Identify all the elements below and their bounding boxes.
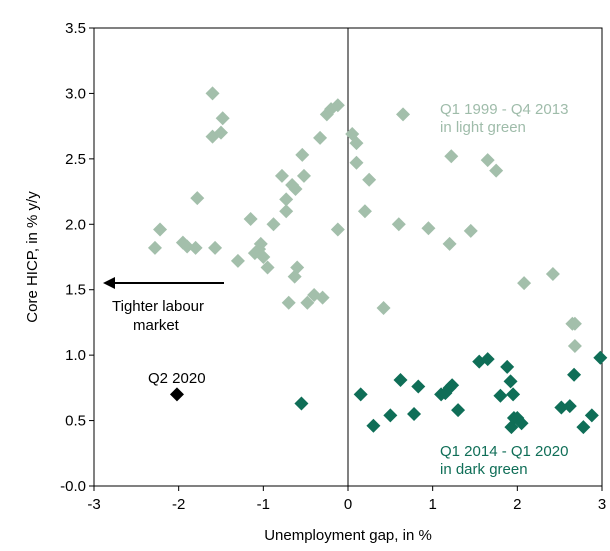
- light-green-point: [260, 260, 275, 275]
- dark-green-point: [554, 400, 569, 415]
- light-green-point: [313, 130, 328, 145]
- light-green-point: [274, 168, 289, 183]
- light-green-point: [463, 223, 478, 238]
- light-green-point: [376, 301, 391, 316]
- y-tick-label: 1.0: [65, 347, 86, 364]
- light-green-point: [330, 98, 345, 113]
- light-green-point: [300, 295, 315, 310]
- light-series-label-line2: in light green: [440, 119, 526, 136]
- light-green-point: [256, 250, 271, 264]
- x-tick-label: -2: [172, 496, 185, 513]
- x-tick-label: 3: [598, 496, 606, 513]
- arrow-head: [103, 277, 115, 289]
- light-green-point: [295, 147, 310, 162]
- dark-green-point: [353, 387, 368, 402]
- x-axis-ticks: -3 -2 -1 0 1 2 3: [87, 486, 606, 513]
- dark-green-point: [562, 399, 577, 414]
- light-green-point: [396, 107, 411, 122]
- y-tick-label: -0.0: [60, 478, 86, 495]
- y-tick-label: 2.0: [65, 216, 86, 233]
- light-green-point: [215, 111, 230, 126]
- y-tick-label: 1.5: [65, 282, 86, 299]
- data-points: [147, 86, 608, 435]
- arrow-label-line2: market: [133, 317, 180, 334]
- dark-green-point: [493, 388, 508, 403]
- y-tick-label: 0.5: [65, 413, 86, 430]
- light-green-point: [349, 155, 364, 170]
- y-axis-ticks: -0.0 0.5 1.0 1.5 2.0 2.5 3.0 3.5: [60, 20, 94, 495]
- light-green-point: [362, 172, 377, 187]
- light-green-point: [545, 267, 560, 282]
- light-green-point: [208, 240, 223, 255]
- light-green-point: [489, 163, 504, 178]
- dark-green-point: [383, 408, 398, 423]
- y-tick-label: 2.5: [65, 151, 86, 168]
- light-green-point: [567, 316, 582, 331]
- light-green-point: [230, 253, 245, 268]
- dark-green-point: [503, 374, 518, 389]
- dark-green-point: [506, 387, 521, 402]
- dark-green-point: [294, 396, 309, 411]
- y-tick-label: 3.0: [65, 85, 86, 102]
- light-green-point: [391, 217, 406, 232]
- arrow-label-line1: Tighter labour: [112, 298, 204, 315]
- q2-2020-label: Q2 2020: [148, 370, 206, 387]
- dark-series-label-line1: Q1 2014 - Q1 2020: [440, 443, 568, 460]
- light-green-point: [188, 240, 203, 255]
- light-green-point: [290, 260, 305, 275]
- dark-green-point: [393, 373, 408, 388]
- light-green-point: [330, 222, 345, 237]
- light-green-point: [279, 204, 294, 219]
- light-green-point: [315, 290, 330, 305]
- dark-green-point: [445, 378, 460, 393]
- light-green-point: [288, 181, 303, 196]
- light-green-point: [281, 295, 296, 310]
- light-green-point: [214, 125, 228, 140]
- light-green-point: [442, 236, 457, 251]
- dark-green-point: [480, 352, 495, 367]
- x-tick-label: -3: [87, 496, 100, 513]
- dark-green-point: [584, 408, 599, 423]
- q2-2020-point: [169, 387, 184, 402]
- light-green-point: [153, 222, 168, 237]
- light-green-point: [253, 236, 268, 251]
- light-green-point: [421, 221, 436, 236]
- x-tick-label: 1: [428, 496, 436, 513]
- dark-green-point: [567, 367, 582, 382]
- dark-series-label-line2: in dark green: [440, 461, 528, 478]
- dark-green-point: [500, 359, 515, 374]
- light-green-point: [205, 86, 220, 101]
- light-green-point: [190, 191, 205, 206]
- x-tick-label: 0: [344, 496, 352, 513]
- light-green-point: [296, 168, 311, 183]
- light-green-point: [147, 240, 162, 255]
- x-tick-label: 2: [513, 496, 521, 513]
- light-green-point: [279, 192, 294, 207]
- y-axis-label: Core HICP, in % y/y: [24, 191, 41, 323]
- light-green-point: [517, 276, 532, 291]
- light-green-point: [266, 217, 281, 232]
- x-tick-label: -1: [257, 496, 270, 513]
- tighter-labour-market-arrow: [103, 277, 224, 289]
- x-axis-label: Unemployment gap, in %: [264, 527, 432, 544]
- dark-green-point: [407, 407, 422, 422]
- dark-green-point: [366, 418, 381, 433]
- light-green-point: [349, 136, 364, 151]
- dark-green-point: [514, 416, 529, 431]
- light-green-point: [480, 153, 495, 168]
- light-green-point: [567, 338, 582, 353]
- dark-green-point: [593, 350, 608, 365]
- light-series-label-line1: Q1 1999 - Q4 2013: [440, 101, 568, 118]
- light-green-point: [180, 239, 195, 254]
- dark-green-point: [576, 420, 591, 435]
- light-green-point: [357, 204, 372, 219]
- dark-green-point: [451, 403, 466, 418]
- light-green-point: [444, 149, 459, 164]
- y-tick-label: 3.5: [65, 20, 86, 37]
- dark-green-point: [411, 379, 426, 394]
- light-green-point: [243, 212, 258, 227]
